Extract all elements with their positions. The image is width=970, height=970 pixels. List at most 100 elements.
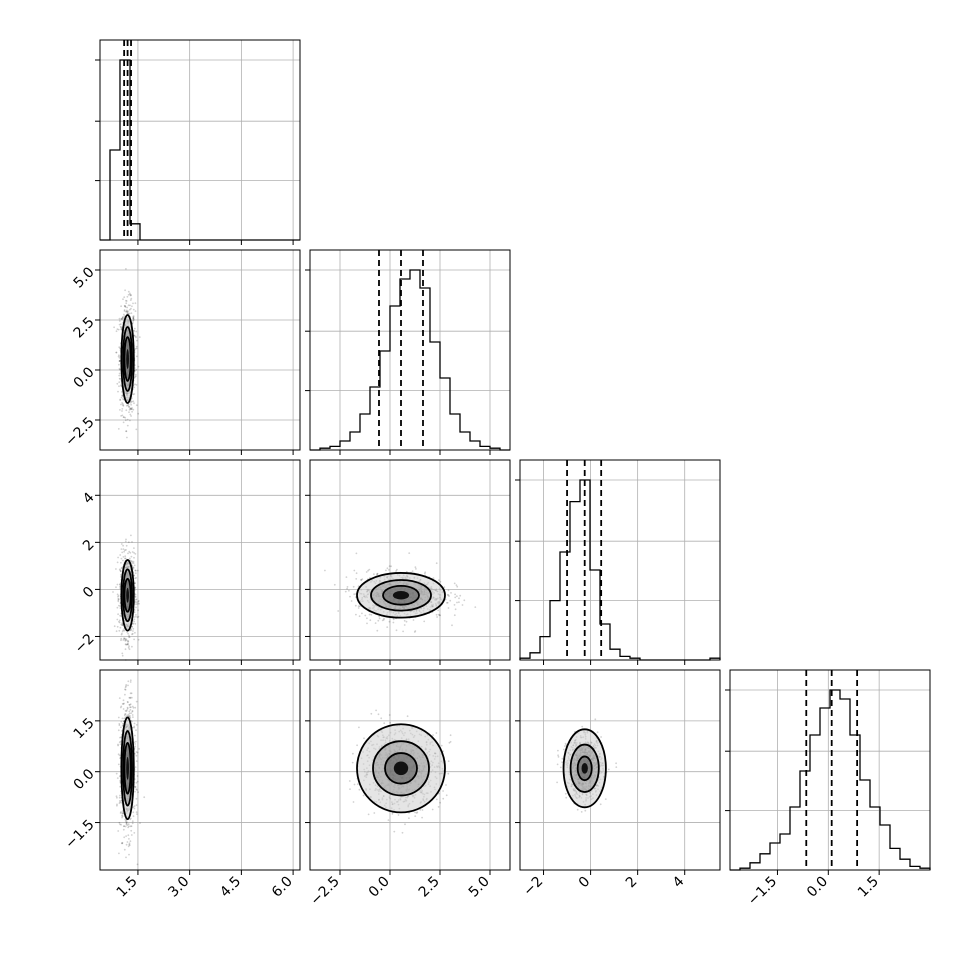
scatter-point bbox=[121, 622, 123, 624]
scatter-point bbox=[131, 626, 133, 628]
x-tick-label: 1.5 bbox=[855, 874, 882, 901]
scatter-point bbox=[127, 404, 129, 407]
scatter-point bbox=[381, 619, 384, 622]
scatter-point bbox=[118, 568, 121, 571]
scatter-point bbox=[133, 638, 136, 641]
scatter-point bbox=[333, 583, 336, 586]
scatter-point bbox=[133, 402, 135, 405]
scatter-point bbox=[119, 325, 122, 328]
scatter-point bbox=[358, 726, 360, 729]
scatter-point bbox=[447, 594, 450, 596]
scatter-point bbox=[122, 639, 125, 641]
scatter-point bbox=[120, 326, 122, 329]
scatter-point bbox=[388, 565, 391, 567]
y-tick-label: 2.5 bbox=[71, 314, 98, 341]
scatter-point bbox=[129, 715, 131, 717]
scatter-point bbox=[123, 310, 126, 312]
scatter-point bbox=[120, 561, 122, 564]
scatter-point bbox=[124, 637, 126, 640]
scatter-point bbox=[435, 562, 438, 565]
scatter-point bbox=[130, 415, 133, 417]
scatter-point bbox=[446, 601, 449, 604]
panel-frame bbox=[729, 669, 931, 871]
scatter-point bbox=[125, 544, 128, 547]
y-tick-label: 0.0 bbox=[71, 766, 98, 793]
scatter-point bbox=[129, 840, 132, 843]
scatter-point bbox=[454, 596, 457, 599]
scatter-point bbox=[124, 709, 127, 712]
scatter-point bbox=[119, 574, 122, 576]
scatter-point bbox=[127, 290, 130, 293]
scatter-point bbox=[125, 302, 128, 305]
scatter-point bbox=[408, 552, 411, 554]
scatter-point bbox=[125, 638, 128, 640]
y-tick-label: −2.5 bbox=[62, 414, 97, 449]
scatter-point bbox=[119, 626, 122, 629]
scatter-point bbox=[125, 856, 127, 859]
scatter-point bbox=[127, 643, 129, 646]
scatter-point bbox=[123, 313, 125, 316]
scatter-point bbox=[356, 744, 358, 747]
scatter-point bbox=[366, 622, 368, 625]
scatter-point bbox=[404, 823, 406, 826]
scatter-point bbox=[389, 721, 392, 724]
scatter-point bbox=[133, 725, 136, 728]
scatter-point bbox=[131, 705, 134, 708]
scatter-point bbox=[116, 803, 118, 806]
scatter-point bbox=[123, 717, 126, 720]
scatter-point bbox=[401, 831, 404, 834]
scatter-point bbox=[123, 296, 126, 299]
scatter-point bbox=[395, 629, 398, 632]
scatter-point bbox=[129, 692, 132, 695]
scatter-point bbox=[118, 621, 121, 624]
scatter-point bbox=[119, 347, 121, 350]
x-tick-label: 5.0 bbox=[466, 874, 493, 901]
scatter-point bbox=[122, 398, 124, 400]
scatter-point bbox=[128, 710, 131, 713]
contour-level-1 bbox=[122, 326, 133, 392]
scatter-point bbox=[423, 572, 426, 575]
scatter-point bbox=[129, 696, 132, 699]
scatter-point bbox=[121, 812, 124, 814]
scatter-point bbox=[448, 741, 451, 744]
y-tick-label: 0 bbox=[80, 584, 98, 602]
scatter-point bbox=[376, 573, 378, 576]
scatter-point bbox=[119, 736, 121, 739]
scatter-point bbox=[395, 570, 397, 572]
scatter-point bbox=[125, 643, 128, 646]
scatter-point bbox=[117, 729, 120, 732]
scatter-point bbox=[122, 629, 125, 632]
scatter-point bbox=[119, 801, 122, 804]
scatter-point bbox=[133, 334, 136, 337]
scatter-point bbox=[565, 796, 568, 799]
scatter-point bbox=[133, 386, 136, 389]
scatter-point bbox=[391, 813, 394, 815]
scatter-point bbox=[128, 550, 131, 553]
scatter-point bbox=[119, 399, 122, 401]
scatter-point bbox=[456, 601, 458, 604]
scatter-point bbox=[121, 842, 124, 845]
scatter-point bbox=[115, 568, 117, 570]
scatter-point bbox=[119, 378, 122, 380]
scatter-point bbox=[125, 430, 127, 433]
panel-3-1: −2.5 0.0 2.5 5.0 bbox=[305, 669, 511, 909]
scatter-point bbox=[125, 822, 128, 825]
scatter-point bbox=[115, 772, 118, 775]
scatter-point bbox=[131, 645, 133, 648]
scatter-point bbox=[135, 614, 137, 616]
scatter-point bbox=[126, 631, 128, 633]
scatter-point bbox=[117, 763, 120, 766]
scatter-point bbox=[416, 811, 419, 814]
scatter-point bbox=[446, 593, 449, 596]
scatter-point bbox=[119, 706, 122, 709]
scatter-point bbox=[135, 598, 138, 601]
scatter-point bbox=[118, 346, 121, 349]
scatter-point bbox=[127, 405, 130, 408]
scatter-point bbox=[456, 595, 458, 598]
scatter-point bbox=[405, 620, 408, 623]
scatter-point bbox=[121, 724, 124, 727]
scatter-point bbox=[134, 740, 137, 743]
scatter-point bbox=[128, 636, 131, 638]
scatter-point bbox=[118, 697, 121, 699]
scatter-point bbox=[130, 829, 133, 832]
